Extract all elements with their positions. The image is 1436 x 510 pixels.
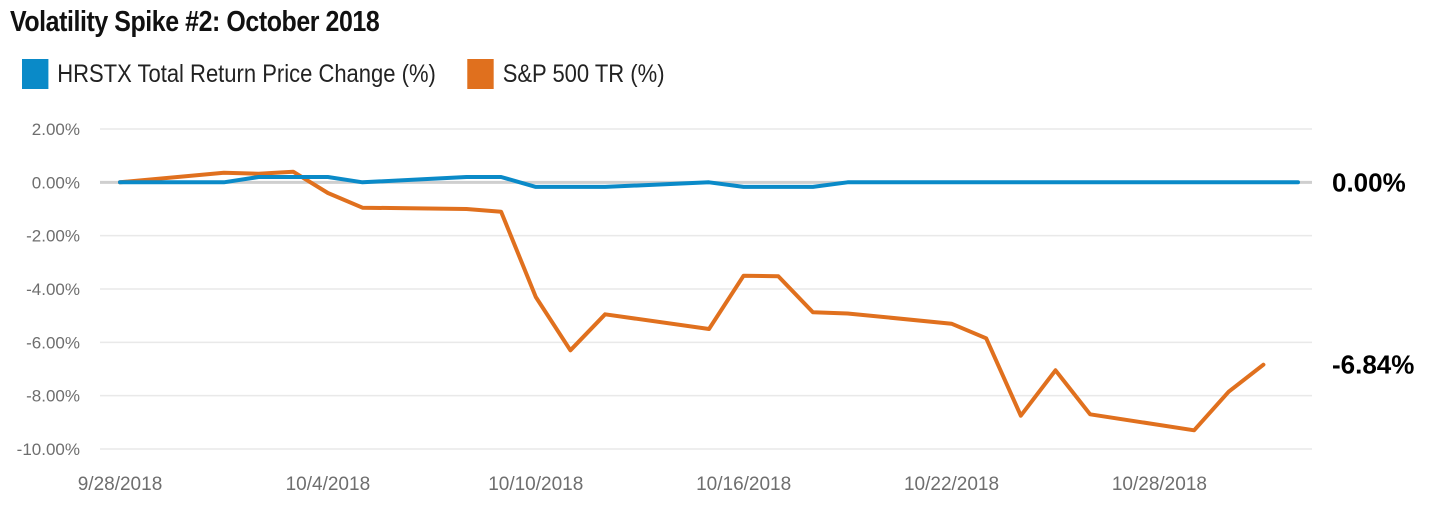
y-tick-label: -8.00% (26, 387, 80, 406)
x-tick-label: 10/28/2018 (1112, 474, 1207, 495)
y-tick-label: 0.00% (32, 173, 80, 192)
series-line-sp500 (118, 169, 1266, 433)
y-tick-label: -10.00% (17, 440, 80, 459)
y-tick-label: -4.00% (26, 280, 80, 299)
end-label-sp500: -6.84% (1332, 350, 1414, 380)
chart-title: Volatility Spike #2: October 2018 (10, 6, 380, 38)
x-tick-label: 10/4/2018 (286, 474, 371, 495)
y-axis-ticks: 2.00% 0.00% -2.00% -4.00% -6.00% -8.00% -10.00… (17, 120, 80, 459)
legend-label-hrstx: HRSTX Total Return Price Change (%) (57, 59, 436, 88)
x-tick-label: 10/22/2018 (904, 474, 999, 495)
series-lines (118, 169, 1300, 433)
x-tick-label: 10/10/2018 (488, 474, 583, 495)
legend-swatch-sp500 (467, 59, 494, 89)
legend-swatch-hrstx (22, 59, 49, 89)
end-value-labels: 0.00% -6.84% (1332, 167, 1414, 379)
legend-item-hrstx: HRSTX Total Return Price Change (%) (22, 59, 436, 89)
legend-label-sp500: S&P 500 TR (%) (502, 59, 665, 88)
end-label-hrstx: 0.00% (1332, 167, 1406, 197)
series-line-hrstx (118, 175, 1300, 189)
y-tick-label: -2.00% (26, 227, 80, 246)
y-tick-label: -6.00% (26, 333, 80, 352)
legend-item-sp500: S&P 500 TR (%) (467, 59, 665, 89)
x-tick-label: 10/16/2018 (696, 474, 791, 495)
y-tick-label: 2.00% (32, 120, 80, 139)
x-tick-label: 9/28/2018 (78, 474, 163, 495)
x-axis-ticks: 9/28/2018 10/4/2018 10/10/2018 10/16/2018 10… (78, 474, 1207, 495)
chart-legend: HRSTX Total Return Price Change (%) S&P … (22, 58, 696, 90)
